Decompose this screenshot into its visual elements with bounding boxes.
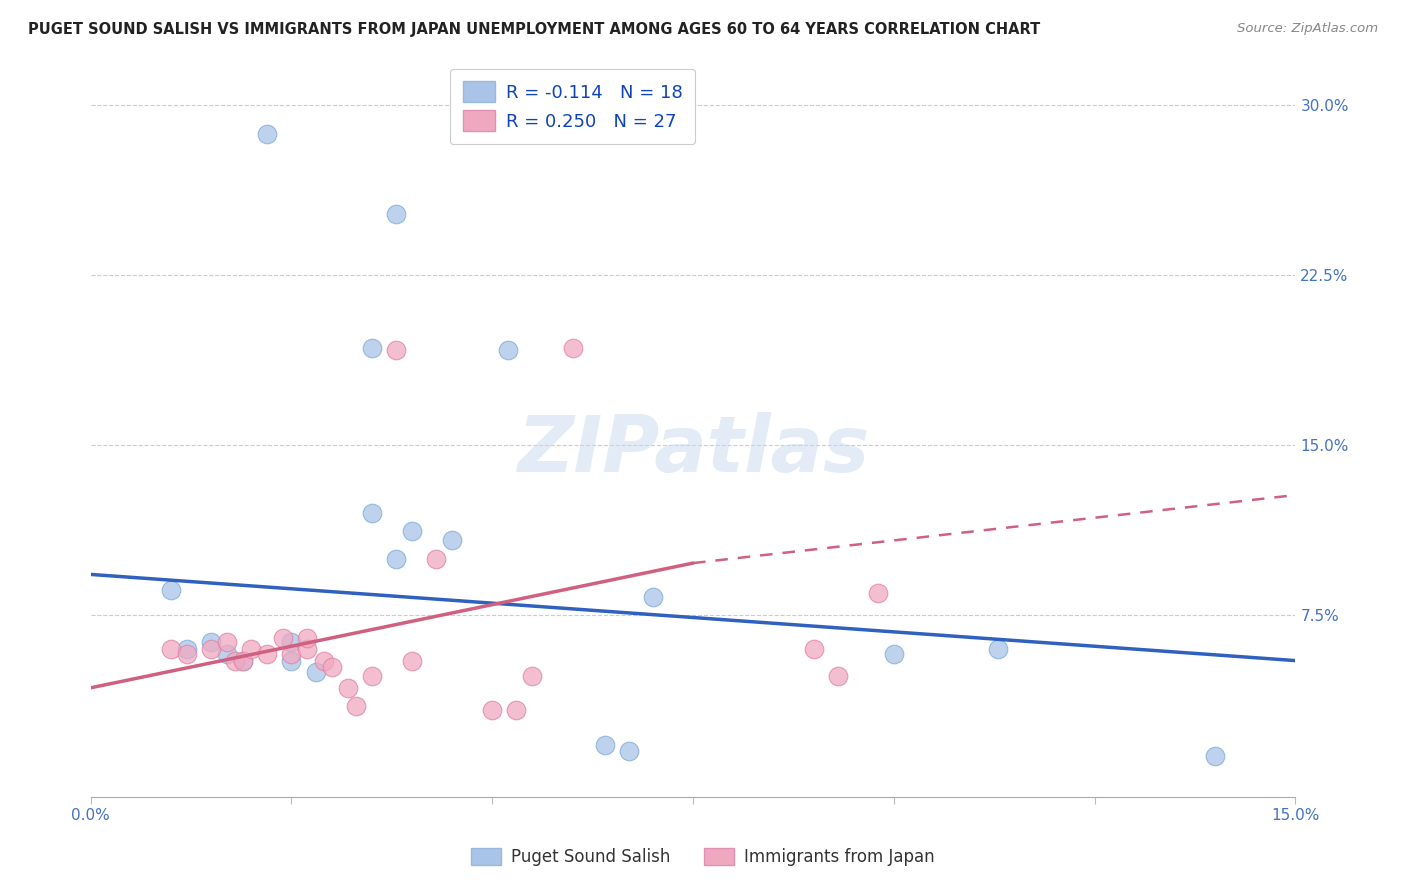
Point [803, 642, 825, 657]
Point [256, 647, 278, 661]
Point [425, 551, 447, 566]
Point [321, 660, 343, 674]
Legend: R = -0.114   N = 18, R = 0.250   N = 27: R = -0.114 N = 18, R = 0.250 N = 27 [450, 69, 695, 144]
Point [297, 631, 319, 645]
Point [385, 343, 408, 357]
Point [987, 642, 1010, 657]
Point [240, 642, 263, 657]
Point [176, 642, 198, 657]
Point [441, 533, 464, 548]
Point [505, 704, 527, 718]
Point [827, 669, 849, 683]
Point [522, 669, 544, 683]
Point [617, 744, 640, 758]
Point [280, 647, 302, 661]
Point [217, 647, 239, 661]
Point [280, 654, 302, 668]
Text: PUGET SOUND SALISH VS IMMIGRANTS FROM JAPAN UNEMPLOYMENT AMONG AGES 60 TO 64 YEA: PUGET SOUND SALISH VS IMMIGRANTS FROM JA… [28, 22, 1040, 37]
Text: ZIPatlas: ZIPatlas [517, 412, 869, 488]
Point [232, 654, 254, 668]
Point [498, 343, 520, 357]
Point [312, 654, 335, 668]
Legend: Puget Sound Salish, Immigrants from Japan: Puget Sound Salish, Immigrants from Japa… [463, 840, 943, 875]
Point [336, 681, 359, 695]
Point [280, 635, 302, 649]
Point [256, 128, 278, 142]
Point [200, 635, 222, 649]
Point [304, 665, 326, 679]
Point [232, 654, 254, 668]
Point [344, 698, 367, 713]
Point [224, 654, 246, 668]
Point [385, 207, 408, 221]
Point [176, 647, 198, 661]
Point [866, 585, 889, 599]
Point [1204, 748, 1226, 763]
Point [360, 669, 382, 683]
Point [401, 654, 423, 668]
Point [160, 642, 183, 657]
Point [160, 583, 183, 598]
Point [200, 642, 222, 657]
Point [217, 635, 239, 649]
Point [297, 642, 319, 657]
Point [883, 647, 905, 661]
Point [360, 506, 382, 520]
Point [385, 551, 408, 566]
Point [593, 738, 616, 752]
Point [401, 524, 423, 539]
Point [641, 590, 664, 604]
Point [561, 341, 583, 355]
Point [273, 631, 295, 645]
Point [360, 341, 382, 355]
Point [481, 704, 503, 718]
Text: Source: ZipAtlas.com: Source: ZipAtlas.com [1237, 22, 1378, 36]
